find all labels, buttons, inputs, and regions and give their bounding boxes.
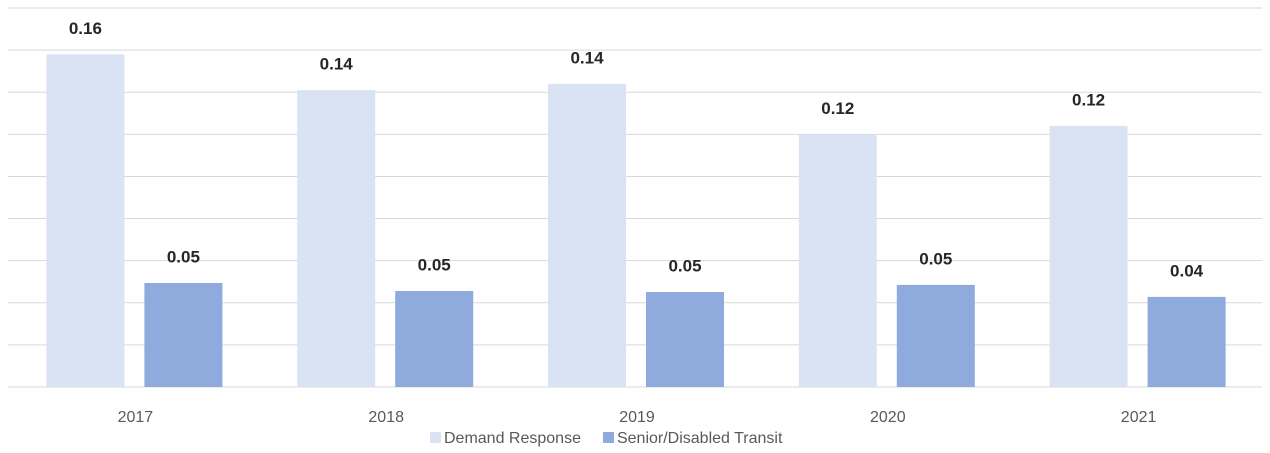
data-label: 0.05 xyxy=(418,255,451,274)
data-label: 0.14 xyxy=(320,55,354,74)
bar xyxy=(548,83,626,388)
bar xyxy=(896,284,975,387)
bar xyxy=(297,90,376,387)
data-label: 0.05 xyxy=(167,247,200,266)
bar xyxy=(1147,296,1226,387)
data-label: 0.05 xyxy=(919,249,952,268)
x-tick-label: 2018 xyxy=(368,409,404,426)
data-label: 0.12 xyxy=(821,99,854,118)
x-tick-label: 2019 xyxy=(619,409,655,426)
legend-label: Demand Response xyxy=(444,430,581,447)
x-tick-label: 2020 xyxy=(870,409,906,426)
legend-label: Senior/Disabled Transit xyxy=(617,430,783,447)
bar xyxy=(646,292,724,387)
legend-swatch xyxy=(430,432,441,443)
data-label: 0.04 xyxy=(1170,261,1204,280)
x-tick-label: 2017 xyxy=(118,409,154,426)
bar xyxy=(798,134,877,387)
data-label: 0.16 xyxy=(69,19,102,38)
bar xyxy=(144,282,223,387)
x-tick-label: 2021 xyxy=(1121,409,1157,426)
data-label: 0.12 xyxy=(1072,90,1105,109)
legend-swatch xyxy=(602,432,614,443)
data-label: 0.05 xyxy=(668,257,701,276)
bar xyxy=(395,290,474,387)
bar xyxy=(46,54,125,387)
bar xyxy=(1049,125,1128,388)
data-label: 0.14 xyxy=(570,48,604,67)
